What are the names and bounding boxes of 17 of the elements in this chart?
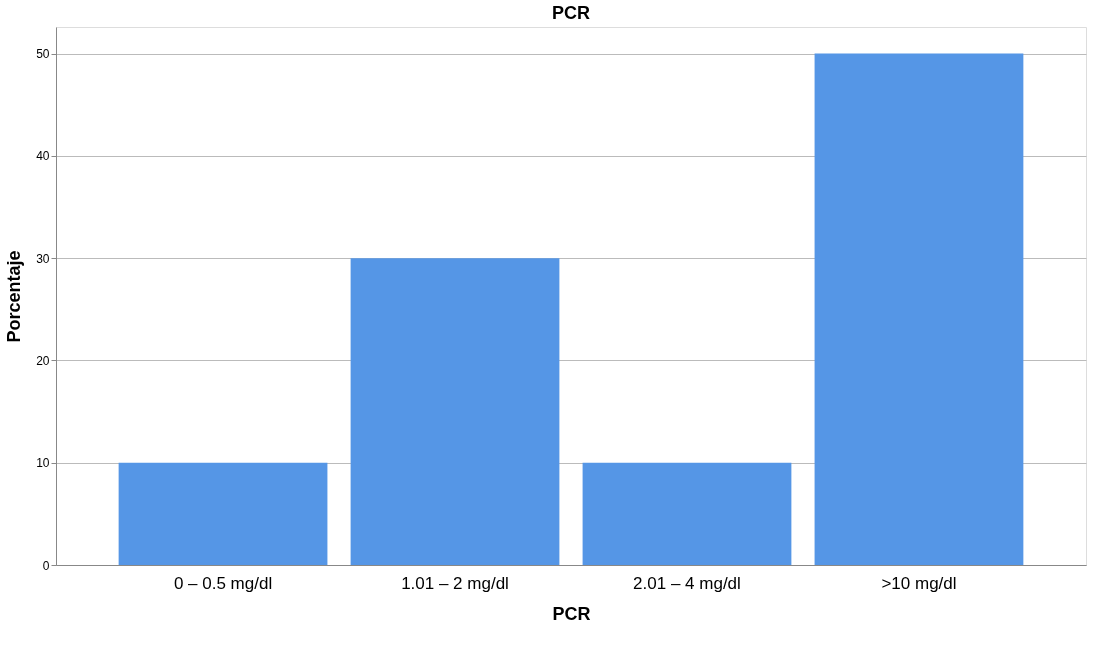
x-tick-label: 1.01 – 2 mg/dl <box>401 573 509 593</box>
y-tick-label: 0 <box>42 558 50 573</box>
x-axis-title: PCR <box>552 603 591 624</box>
y-tick-label: 20 <box>36 353 50 368</box>
bar <box>582 462 792 565</box>
bar <box>118 462 328 565</box>
x-tick-label: 2.01 – 4 mg/dl <box>633 573 741 593</box>
chart-title: PCR <box>551 3 591 23</box>
x-tick-label: 0 – 0.5 mg/dl <box>173 573 273 593</box>
bar <box>814 53 1024 565</box>
x-tick-label: >10 mg/dl <box>881 573 957 593</box>
y-axis-title: Porcentaje <box>4 250 25 343</box>
bar <box>350 258 560 565</box>
y-tick-label: 30 <box>36 251 50 266</box>
y-tick-label: 50 <box>36 47 50 62</box>
y-tick-label: 10 <box>36 456 50 471</box>
y-tick-label: 40 <box>36 149 50 164</box>
